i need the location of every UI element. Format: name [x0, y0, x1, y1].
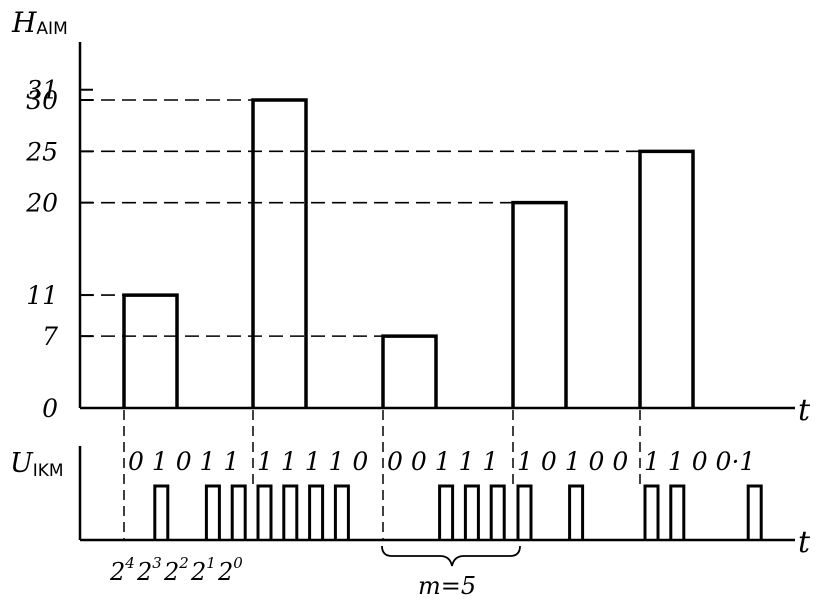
pulse — [463, 484, 480, 540]
pulse-y-axis-label: UIKM — [10, 448, 64, 481]
pulse — [333, 484, 350, 540]
pulse — [643, 484, 660, 540]
y-tick-label: 31 — [26, 76, 58, 105]
bar — [381, 334, 438, 408]
y-tick-label: 7 — [42, 322, 58, 351]
bit-group-label: 1 0 1 0 0 — [517, 447, 628, 476]
sample-drop-lines — [123, 410, 641, 540]
pulse — [438, 484, 455, 540]
pulse — [230, 484, 247, 540]
pulses — [153, 484, 763, 540]
bit-weight-label: 23 — [136, 554, 162, 586]
bit-weight-label: 20 — [217, 554, 243, 586]
pulse — [282, 484, 299, 540]
y-tick-label: 11 — [26, 281, 58, 310]
y-tick-label: 30 — [26, 86, 58, 115]
bit-group-label: 1 1 1 1 0 — [257, 447, 368, 476]
bar — [638, 149, 695, 408]
bars — [122, 98, 695, 408]
bit-group-label: 1 1 0 0·1 — [644, 447, 755, 476]
pulse — [153, 484, 170, 540]
pulse — [308, 484, 325, 540]
brace — [381, 545, 521, 567]
pulse — [256, 484, 273, 540]
y-tick-label: 20 — [25, 189, 58, 218]
bit-weight-label: 24 — [109, 554, 135, 586]
bit-weight-label: 21 — [190, 554, 216, 586]
bar — [511, 200, 568, 408]
pulse — [204, 484, 221, 540]
bit-group-label: 0 0 1 1 1 — [387, 447, 498, 476]
pulse — [568, 484, 585, 540]
word-length-brace: m=5 — [381, 545, 521, 600]
y-tick-label: 0 — [42, 394, 58, 423]
bar — [122, 293, 179, 408]
bit-weight-label: 22 — [163, 554, 189, 586]
reference-lines — [80, 99, 640, 337]
pulse — [489, 484, 506, 540]
pulse — [746, 484, 763, 540]
bit-group-labels: 0 1 0 1 1 1 1 1 1 0 0 0 1 1 1 1 0 1 0 0 1 1 … — [128, 447, 755, 476]
pulse-x-axis-label: t — [798, 525, 811, 560]
x-axis-label: t — [798, 393, 811, 428]
brace-label: m=5 — [418, 572, 476, 600]
y-tick-label: 25 — [25, 137, 58, 166]
pulse — [516, 484, 533, 540]
ikm-chart: t UIKM 0 1 0 1 1 1 1 1 1 0 0 0 1 1 1 1 0 1 … — [10, 446, 811, 600]
bit-group-label: 0 1 0 1 1 — [128, 447, 239, 476]
bit-weight-labels: 24 23 22 21 20 — [109, 554, 243, 586]
bar — [251, 98, 308, 408]
y-axis-label: HAIM — [11, 6, 68, 39]
pulse — [669, 484, 686, 540]
